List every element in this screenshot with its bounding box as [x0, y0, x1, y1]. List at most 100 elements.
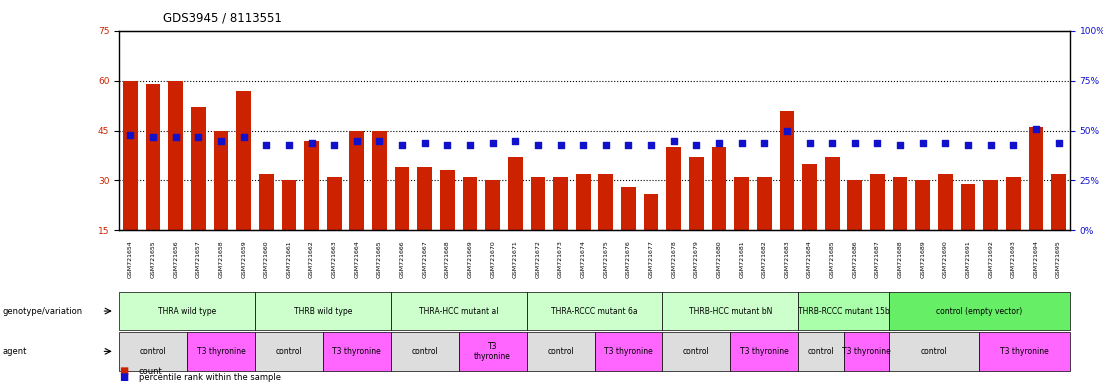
Bar	[576, 174, 590, 280]
Text: THRA wild type: THRA wild type	[158, 306, 216, 316]
Point	[121, 131, 139, 137]
Bar	[847, 180, 863, 280]
Point	[349, 137, 366, 144]
Text: control: control	[683, 347, 709, 356]
Point	[394, 141, 411, 147]
Text: T3 thyronine: T3 thyronine	[604, 347, 653, 356]
Bar	[1029, 127, 1043, 280]
Point	[506, 137, 524, 144]
Text: control: control	[807, 347, 834, 356]
Point	[687, 141, 705, 147]
Text: T3 thyronine: T3 thyronine	[740, 347, 789, 356]
Text: THRB-HCC mutant bN: THRB-HCC mutant bN	[688, 306, 772, 316]
Text: GDS3945 / 8113551: GDS3945 / 8113551	[163, 12, 282, 25]
Bar	[440, 170, 454, 280]
Point	[710, 139, 728, 146]
Text: control: control	[411, 347, 438, 356]
Bar	[1051, 174, 1065, 280]
Bar	[892, 177, 908, 280]
Text: agent: agent	[2, 347, 26, 356]
Bar	[507, 157, 523, 280]
Bar	[417, 167, 432, 280]
Point	[936, 139, 954, 146]
Text: control: control	[276, 347, 302, 356]
Text: T3 thyronine: T3 thyronine	[332, 347, 382, 356]
Bar	[281, 180, 297, 280]
Point	[212, 137, 229, 144]
Point	[846, 139, 864, 146]
Text: control: control	[921, 347, 947, 356]
Text: count: count	[139, 367, 163, 376]
Text: T3
thyronine: T3 thyronine	[474, 342, 511, 361]
Bar	[124, 81, 138, 280]
Point	[167, 134, 184, 140]
Bar	[1006, 177, 1020, 280]
Point	[869, 139, 887, 146]
Point	[1027, 126, 1045, 132]
Point	[1050, 139, 1068, 146]
Text: T3 thyronine: T3 thyronine	[196, 347, 245, 356]
Point	[144, 134, 162, 140]
Bar	[259, 174, 274, 280]
Bar	[938, 174, 953, 280]
Point	[235, 134, 253, 140]
Point	[371, 137, 388, 144]
Bar	[870, 174, 885, 280]
Point	[439, 141, 457, 147]
Bar	[191, 107, 206, 280]
Point	[665, 137, 683, 144]
Point	[620, 141, 638, 147]
Bar	[825, 157, 839, 280]
Point	[891, 141, 909, 147]
Point	[302, 139, 320, 146]
Bar	[915, 180, 930, 280]
Bar	[711, 147, 727, 280]
Bar	[644, 194, 658, 280]
Bar	[395, 167, 409, 280]
Text: control: control	[547, 347, 574, 356]
Bar	[802, 164, 817, 280]
Bar	[169, 81, 183, 280]
Bar	[350, 131, 364, 280]
Point	[575, 141, 592, 147]
Point	[529, 141, 547, 147]
Text: T3 thyronine: T3 thyronine	[842, 347, 890, 356]
Point	[257, 141, 275, 147]
Bar	[236, 91, 251, 280]
Bar	[326, 177, 342, 280]
Point	[190, 134, 207, 140]
Bar	[689, 157, 704, 280]
Bar	[780, 111, 794, 280]
Point	[778, 127, 795, 134]
Text: T3 thyronine: T3 thyronine	[1000, 347, 1049, 356]
Text: ■: ■	[119, 372, 128, 382]
Text: genotype/variation: genotype/variation	[2, 306, 83, 316]
Text: THRA-HCC mutant al: THRA-HCC mutant al	[419, 306, 499, 316]
Point	[732, 139, 750, 146]
Text: ■: ■	[119, 366, 128, 376]
Point	[914, 139, 932, 146]
Text: control (empty vector): control (empty vector)	[936, 306, 1022, 316]
Bar	[961, 184, 975, 280]
Bar	[666, 147, 682, 280]
Bar	[554, 177, 568, 280]
Point	[642, 141, 660, 147]
Point	[280, 141, 298, 147]
Point	[416, 139, 433, 146]
Point	[982, 141, 999, 147]
Bar	[462, 177, 478, 280]
Bar	[146, 84, 160, 280]
Bar	[735, 177, 749, 280]
Point	[823, 139, 842, 146]
Point	[552, 141, 569, 147]
Bar	[757, 177, 772, 280]
Bar	[621, 187, 635, 280]
Bar	[372, 131, 387, 280]
Point	[756, 139, 773, 146]
Text: THRA-RCCC mutant 6a: THRA-RCCC mutant 6a	[552, 306, 638, 316]
Point	[597, 141, 614, 147]
Point	[801, 139, 818, 146]
Point	[325, 141, 343, 147]
Bar	[983, 180, 998, 280]
Point	[484, 139, 502, 146]
